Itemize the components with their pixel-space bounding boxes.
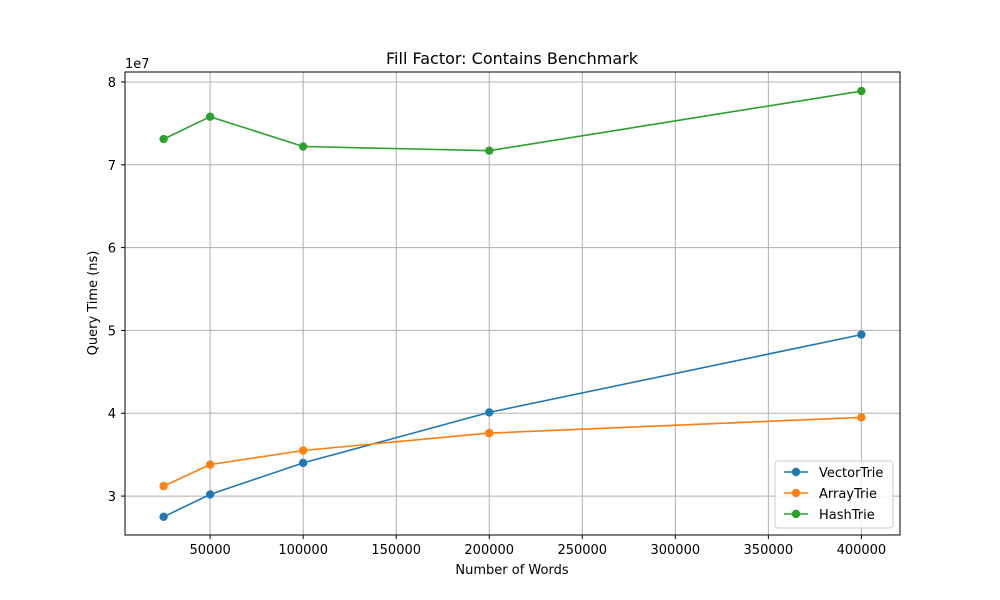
data-point-vectortrie xyxy=(298,458,308,468)
legend-label-hashtrie: HashTrie xyxy=(819,508,875,523)
chart-title: Fill Factor: Contains Benchmark xyxy=(386,49,639,68)
legend-marker-arraytrie xyxy=(791,488,801,498)
y-tick-label: 5 xyxy=(108,324,116,339)
plot-frame xyxy=(124,71,901,536)
data-point-arraytrie xyxy=(159,481,168,491)
data-point-vectortrie xyxy=(159,512,168,521)
data-point-arraytrie xyxy=(485,428,494,438)
legend: VectorTrie ArrayTrie HashTrie xyxy=(774,460,894,529)
data-point-vectortrie xyxy=(857,330,866,339)
data-point-arraytrie xyxy=(205,460,215,469)
series-layer xyxy=(159,86,866,521)
x-tick-label: 150000 xyxy=(371,543,421,558)
data-point-arraytrie xyxy=(298,446,308,455)
y-tick-label: 8 xyxy=(108,76,116,91)
x-tick-label: 300000 xyxy=(650,543,700,558)
legend-marker-hashtrie xyxy=(791,509,801,519)
x-axis-label: Number of Words xyxy=(455,563,568,578)
x-tick-label: 200000 xyxy=(464,543,514,558)
x-tick-label: 350000 xyxy=(744,543,794,558)
y-tick-label: 6 xyxy=(108,242,116,257)
legend-marker-vectortrie xyxy=(791,467,801,477)
y-axis-offset-label: 1e7 xyxy=(125,57,150,72)
data-point-hashtrie xyxy=(205,112,215,121)
y-axis-label: Query Time (ns) xyxy=(86,251,101,356)
data-point-hashtrie xyxy=(485,146,494,155)
x-tick-label: 250000 xyxy=(557,543,607,558)
legend-label-vectortrie: VectorTrie xyxy=(819,466,883,481)
x-axis-ticks: 50000 100000 150000 200000 250000 300000 35000… xyxy=(189,535,886,558)
x-tick-label: 400000 xyxy=(837,543,887,558)
data-point-hashtrie xyxy=(298,142,308,151)
x-tick-label: 50000 xyxy=(189,543,230,558)
data-point-hashtrie xyxy=(159,134,168,144)
data-point-arraytrie xyxy=(857,413,866,422)
x-tick-label: 100000 xyxy=(278,543,328,558)
data-point-hashtrie xyxy=(857,86,866,96)
legend-label-arraytrie: ArrayTrie xyxy=(819,487,877,502)
data-point-vectortrie xyxy=(485,408,494,417)
y-tick-label: 7 xyxy=(108,159,116,174)
legend-box xyxy=(774,460,894,529)
y-tick-label: 4 xyxy=(108,407,116,422)
data-point-vectortrie xyxy=(205,490,215,499)
y-tick-label: 3 xyxy=(108,490,116,505)
y-axis-ticks: 3 4 5 6 7 8 xyxy=(108,76,125,505)
